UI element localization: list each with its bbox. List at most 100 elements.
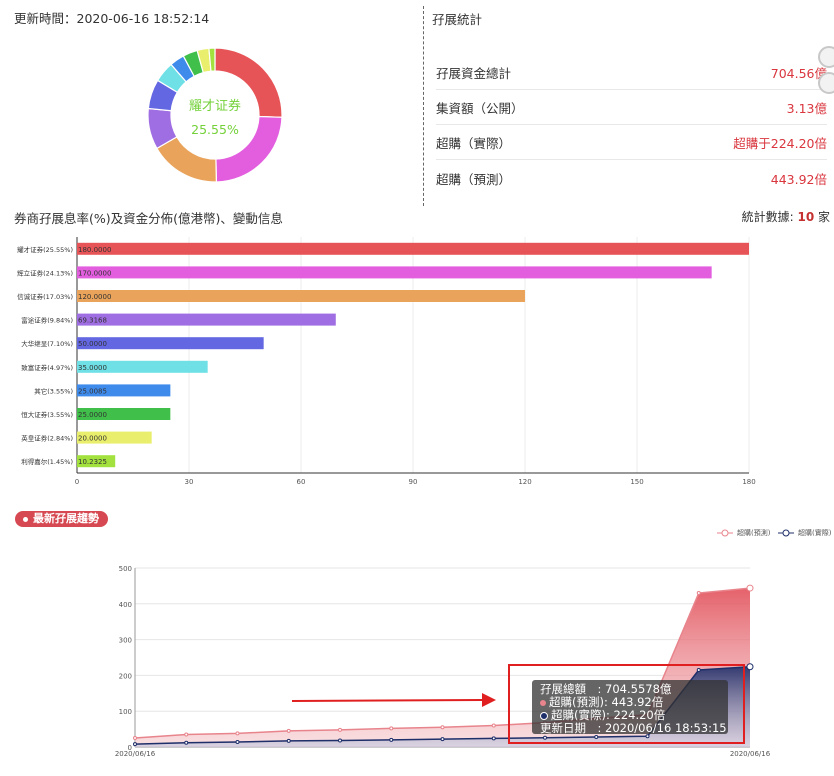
x-tick-label: 2020/06/16 — [730, 750, 771, 758]
data-point[interactable] — [746, 584, 754, 592]
data-point[interactable] — [389, 726, 394, 731]
stat-value: 443.92倍 — [770, 171, 827, 187]
bar-data-label: 25.0000 — [78, 411, 107, 419]
data-point[interactable] — [338, 727, 342, 732]
donut-center-name: 耀才证券 — [189, 98, 241, 114]
stats-title: 孖展統計 — [432, 12, 483, 27]
bar-data-label: 50.0000 — [78, 340, 107, 348]
vertical-divider — [423, 6, 424, 206]
y-tick-label: 100 — [119, 708, 132, 716]
donut-slice[interactable] — [208, 47, 216, 72]
predicted-dot-icon — [540, 699, 546, 706]
data-point[interactable] — [133, 742, 137, 747]
bar[interactable] — [77, 290, 525, 302]
legend-item-actual[interactable]: 超購(實際) — [778, 528, 831, 538]
bar[interactable] — [77, 431, 152, 444]
count-suffix: 家 — [814, 210, 830, 224]
x-tick-label: 180 — [742, 478, 755, 486]
stat-row-actual: 超購（實際） 超購于224.20倍 — [436, 126, 827, 160]
tooltip-actual-row: 超購(實際): 224.20倍 — [540, 709, 720, 722]
y-category-label: 利得嘉尔(1.45%) — [21, 457, 73, 466]
y-category-label: 恒大证券(3.55%) — [21, 410, 73, 419]
stat-value: 704.56億 — [770, 66, 827, 81]
bar-data-label: 69.3168 — [78, 317, 107, 325]
y-category-label: 大华继显(7.10%) — [21, 339, 73, 348]
area-fill — [135, 666, 750, 747]
legend-predicted-icon — [717, 529, 733, 537]
stat-label: 超購（實際） — [436, 136, 512, 151]
bar[interactable] — [77, 266, 712, 279]
trend-badge-label: 最新孖展趨勢 — [33, 512, 99, 525]
tooltip-actual: 超購(實際): 224.20倍 — [551, 708, 666, 722]
bar[interactable] — [77, 313, 336, 326]
data-point[interactable] — [746, 663, 754, 671]
legend-predicted-label: 超購(預測) — [737, 529, 771, 537]
y-tick-label: 300 — [119, 637, 132, 645]
data-point[interactable] — [594, 734, 599, 739]
stat-row-raise: 集資額（公開） 3.13億 — [436, 91, 827, 125]
y-tick-label: 500 — [119, 565, 132, 573]
stat-label: 孖展資金總計 — [436, 66, 512, 81]
x-tick-label: 2020/06/16 — [115, 750, 156, 758]
count-value: 10 — [797, 210, 815, 224]
x-tick-label: 150 — [630, 478, 643, 486]
donut-center-value: 25.55% — [191, 122, 239, 137]
legend-actual-icon — [778, 529, 794, 537]
tooltip-predicted: 超購(預測): 443.92倍 — [549, 695, 664, 709]
data-point[interactable] — [133, 736, 137, 741]
bar-data-label: 25.0085 — [78, 387, 107, 395]
legend-item-predicted[interactable]: 超購(預測) — [717, 528, 770, 538]
bar[interactable] — [77, 337, 264, 350]
x-tick-label: 60 — [297, 478, 306, 486]
tooltip-total: 孖展總額 : 704.5578億 — [540, 682, 672, 696]
stat-label: 超購（預測） — [436, 171, 512, 187]
data-point[interactable] — [184, 740, 189, 745]
stat-label: 集資額（公開） — [436, 101, 524, 116]
y-category-label: 信诚证券(17.03%) — [17, 292, 73, 301]
data-point[interactable] — [235, 739, 240, 744]
data-point[interactable] — [696, 591, 701, 596]
y-category-label: 富途证券(9.84%) — [21, 316, 73, 325]
x-tick-label: 30 — [185, 478, 194, 486]
data-point[interactable] — [645, 734, 650, 739]
y-category-label: 其它(3.55%) — [34, 386, 73, 395]
data-point[interactable] — [286, 738, 291, 743]
data-point[interactable] — [389, 737, 394, 742]
stat-value: 3.13億 — [786, 101, 827, 116]
data-point[interactable] — [286, 728, 291, 733]
data-point[interactable] — [440, 737, 445, 742]
scroll-button-down[interactable] — [818, 72, 834, 94]
y-category-label: 英皇证券(2.84%) — [21, 434, 73, 443]
y-category-label: 辉立证券(24.13%) — [17, 268, 73, 277]
y-tick-label: 200 — [119, 672, 132, 680]
data-point[interactable] — [184, 732, 189, 737]
scroll-button-up[interactable] — [818, 46, 834, 68]
trend-badge: 最新孖展趨勢 — [15, 511, 108, 527]
data-point[interactable] — [235, 731, 240, 736]
bar-data-label: 35.0000 — [78, 364, 107, 372]
data-point[interactable] — [491, 723, 496, 728]
stat-value: 超購于224.20倍 — [733, 136, 827, 151]
data-point[interactable] — [338, 738, 342, 743]
update-time: 更新時間：2020-06-16 18:52:14 — [14, 11, 210, 26]
data-point[interactable] — [543, 735, 547, 740]
y-tick-label: 400 — [119, 601, 132, 609]
highlight-box — [508, 664, 745, 744]
bar[interactable] — [77, 455, 116, 468]
bar[interactable] — [77, 408, 171, 420]
bar[interactable] — [77, 242, 749, 255]
broker-section-title: 券商孖展息率(%)及資金分佈(億港幣)、變動信息 — [14, 211, 283, 226]
bar[interactable] — [77, 360, 208, 373]
bar-data-label: 20.0000 — [78, 435, 107, 443]
x-tick-label: 90 — [409, 478, 418, 486]
badge-dot-icon — [23, 516, 28, 522]
data-point[interactable] — [491, 736, 496, 741]
bar-data-label: 10.2325 — [78, 458, 107, 466]
y-category-label: 耀才证券(25.55%) — [17, 245, 73, 254]
count-prefix: 統計數據: — [741, 210, 798, 224]
data-point[interactable] — [696, 668, 701, 673]
stat-row-predicted: 超購（預測） 443.92倍 — [436, 161, 827, 195]
bar-data-label: 170.0000 — [78, 269, 111, 277]
bar[interactable] — [77, 384, 171, 397]
data-point[interactable] — [440, 725, 445, 730]
